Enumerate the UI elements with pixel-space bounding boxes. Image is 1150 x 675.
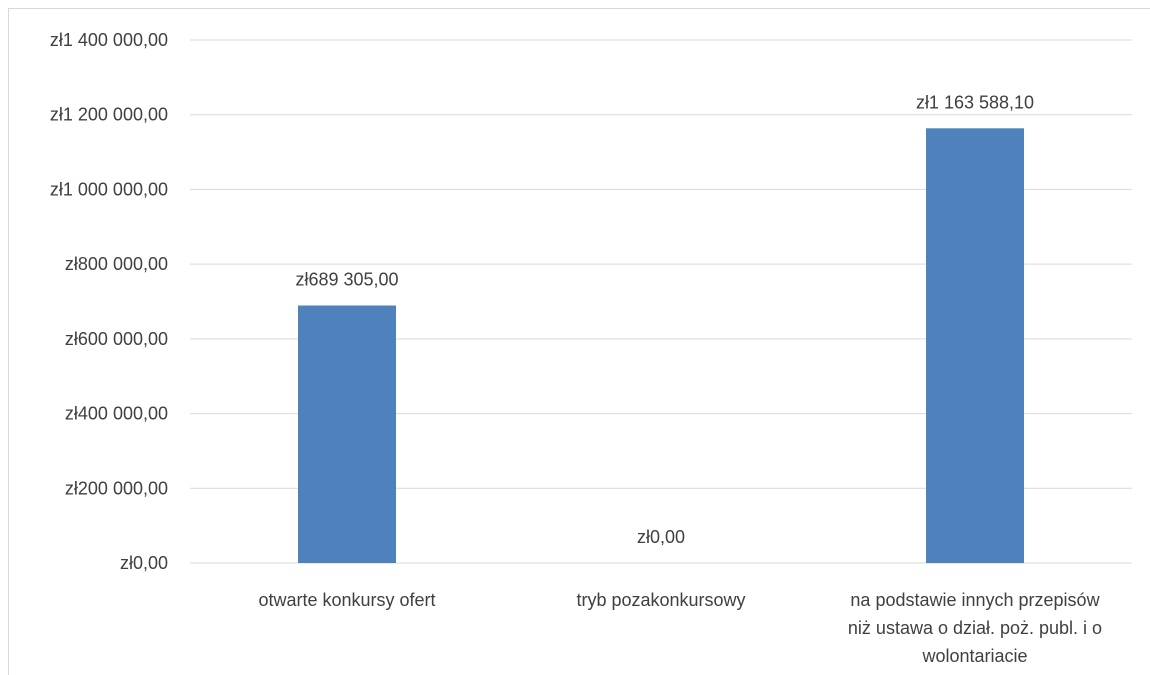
y-tick-label: zł400 000,00 [65, 404, 168, 424]
y-tick-label: zł0,00 [120, 553, 168, 573]
data-label: zł689 305,00 [295, 269, 398, 289]
y-tick-label: zł200 000,00 [65, 478, 168, 498]
y-tick-label: zł1 200 000,00 [50, 105, 168, 125]
data-label: zł1 163 588,10 [916, 92, 1034, 112]
data-label: zł0,00 [637, 527, 685, 547]
y-tick-label: zł800 000,00 [65, 254, 168, 274]
x-category-label: otwarte konkursy ofert [258, 590, 435, 610]
y-axis: zł0,00 zł200 000,00 zł400 000,00 zł600 000,… [50, 30, 168, 573]
x-axis: otwarte konkursy ofert tryb pozakonkursow… [258, 590, 1102, 666]
x-category-label: na podstawie innych przepisów [850, 590, 1100, 610]
data-labels: zł689 305,00 zł0,00 zł1 163 588,10 [295, 92, 1034, 547]
x-category-label: tryb pozakonkursowy [576, 590, 745, 610]
bar [298, 305, 396, 563]
y-tick-label: zł600 000,00 [65, 329, 168, 349]
y-tick-label: zł1 000 000,00 [50, 179, 168, 199]
chart-frame [8, 8, 1150, 675]
x-category-label: wolontariacie [921, 646, 1027, 666]
bar [926, 128, 1024, 564]
x-category-label: niż ustawa o dział. poż. publ. i o [848, 618, 1102, 638]
y-tick-label: zł1 400 000,00 [50, 30, 168, 50]
bars [298, 128, 1024, 564]
